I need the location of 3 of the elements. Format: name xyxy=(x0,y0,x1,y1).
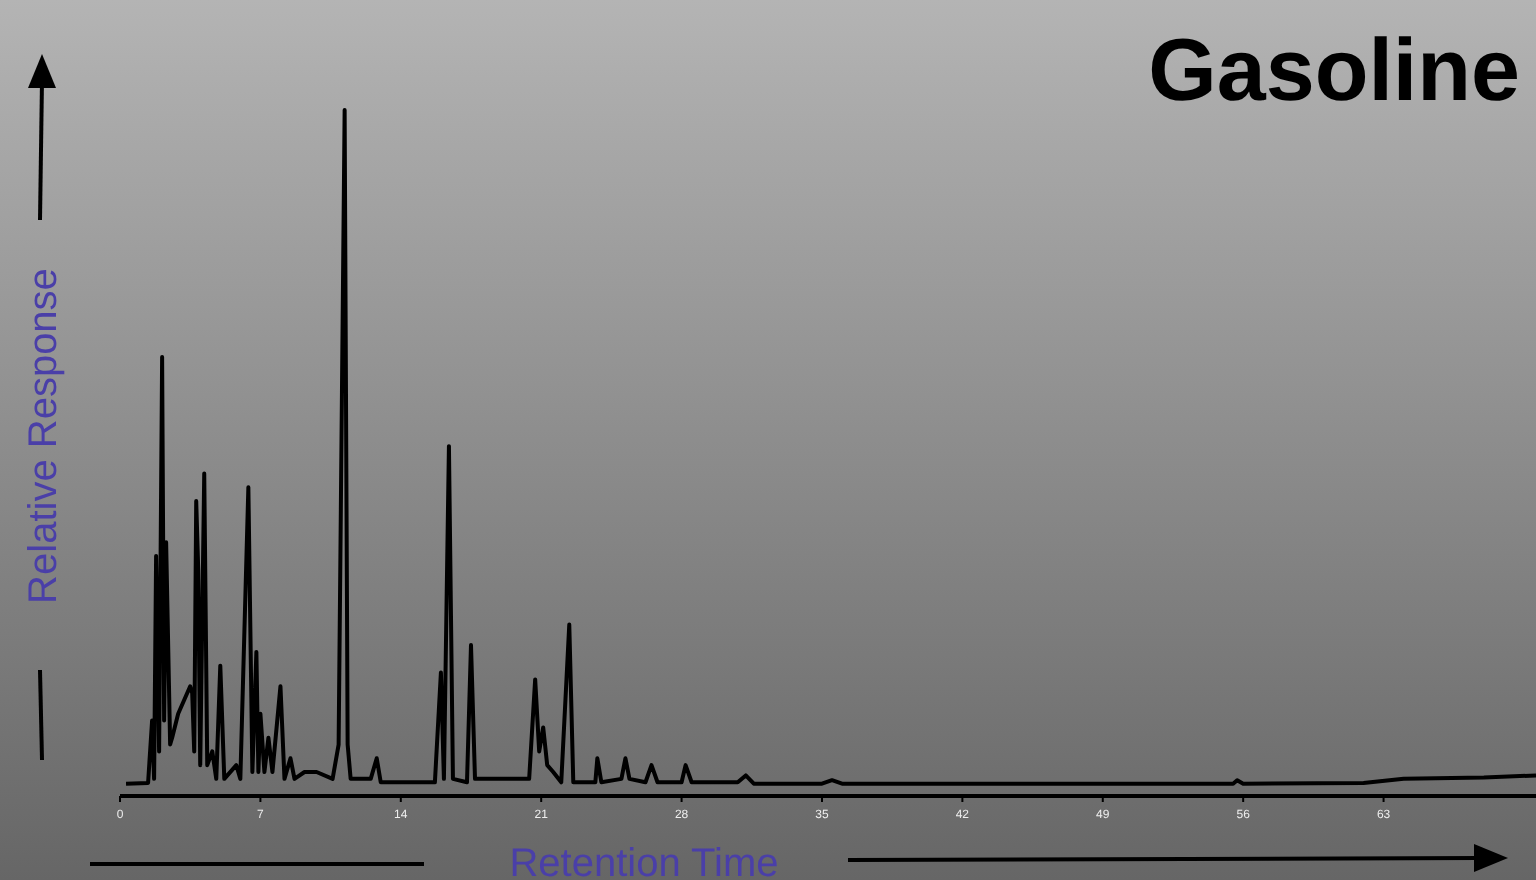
y-axis-title: Relative Response xyxy=(22,268,66,604)
chart-title: Gasoline xyxy=(1148,22,1520,120)
x-axis-title: Retention Time xyxy=(509,842,779,880)
